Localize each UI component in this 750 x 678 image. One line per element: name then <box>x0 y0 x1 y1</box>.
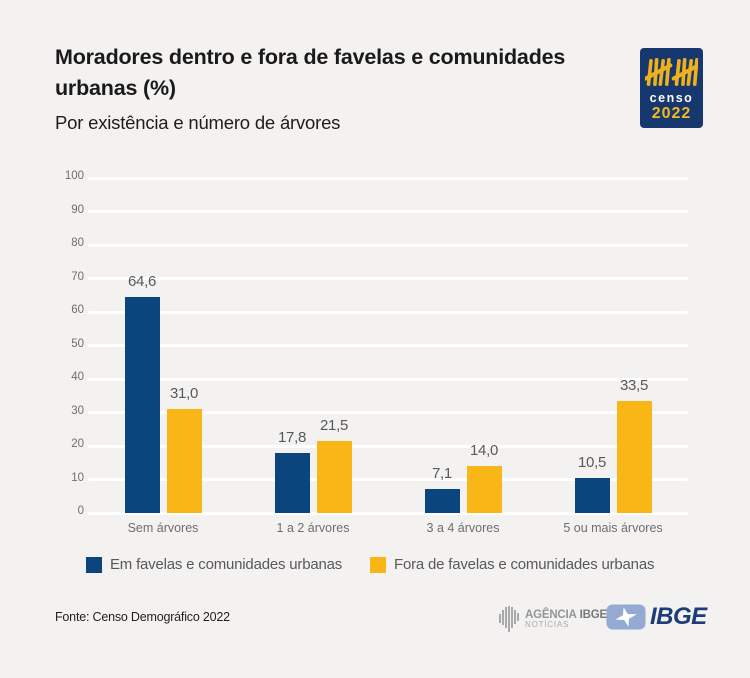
gridline-90 <box>88 210 688 213</box>
gridline-10 <box>88 478 688 481</box>
gridline-50 <box>88 344 688 347</box>
bar-out-0 <box>166 409 202 513</box>
gridline-100 <box>88 176 688 180</box>
gridline-40 <box>88 377 688 381</box>
bar-value-out-3: 33,5 <box>620 376 648 394</box>
page-title: Moradores dentro e fora de favelas e com… <box>55 45 566 100</box>
y-tick-label-60: 60 <box>71 304 84 316</box>
bar-in-2 <box>424 489 460 513</box>
agencia-word: AGÊNCIA <box>525 608 577 621</box>
y-tick-label-40: 40 <box>71 371 84 383</box>
page-subtitle: Por existência e número de árvores <box>55 112 341 133</box>
ibge-compass-star-icon <box>606 604 646 630</box>
tally-marks-icon <box>645 58 698 86</box>
bar-out-2 <box>466 466 502 513</box>
bar-value-in-1: 17,8 <box>278 429 306 447</box>
source-note: Fonte: Censo Demográfico 2022 <box>55 610 230 624</box>
x-category-label-3: 5 ou mais árvores <box>563 521 663 535</box>
noticias-word: NOTÍCIAS <box>525 619 570 629</box>
y-tick-label-0: 0 <box>77 505 84 517</box>
y-tick-label-10: 10 <box>71 471 84 484</box>
bar-in-0 <box>124 296 160 513</box>
gridline-70 <box>88 277 688 280</box>
y-tick-label-70: 70 <box>71 270 84 283</box>
censo-logo-word: censo <box>649 90 694 105</box>
x-category-label-1: 1 a 2 árvores <box>276 521 350 535</box>
legend-item-in-favelas: Em favelas e comunidades urbanas <box>86 556 342 573</box>
agencia-ibge-text: AGÊNCIA IBGE NOTÍCIAS <box>525 609 607 629</box>
bar-out-1 <box>316 440 352 513</box>
gridline-20 <box>88 444 688 448</box>
bar-value-out-1: 21,5 <box>320 416 348 434</box>
agencia-ibge-noticias-logo: AGÊNCIA IBGE NOTÍCIAS <box>499 605 607 633</box>
bar-value-in-3: 10,5 <box>578 453 606 471</box>
bar-value-out-0: 31,0 <box>170 385 198 403</box>
x-category-label-2: 3 a 4 árvores <box>426 521 500 535</box>
brazil-map-bars-icon <box>499 606 519 632</box>
gridline-80 <box>88 243 688 247</box>
legend-swatch-yellow <box>370 556 386 573</box>
gridline-30 <box>88 411 688 414</box>
y-tick-label-80: 80 <box>71 237 84 249</box>
legend-item-out-favelas: Fora de favelas e comunidades urbanas <box>370 556 654 573</box>
bar-in-1 <box>274 453 310 513</box>
y-tick-label-30: 30 <box>71 404 84 417</box>
y-tick-label-100: 100 <box>64 170 84 182</box>
gridline-60 <box>88 310 688 314</box>
censo-logo-year: 2022 <box>651 105 692 123</box>
y-tick-label-20: 20 <box>71 438 84 450</box>
ibge-wordmark: IBGE <box>650 603 707 630</box>
y-tick-label-50: 50 <box>71 337 84 350</box>
gridline-0 <box>88 511 688 515</box>
legend-label: Fora de favelas e comunidades urbanas <box>394 556 655 573</box>
ibge-logo: IBGE <box>606 604 707 630</box>
agencia-ibge-word: IBGE <box>579 608 608 621</box>
legend-label: Em favelas e comunidades urbanas <box>110 556 343 573</box>
x-category-label-0: Sem árvores <box>127 521 199 535</box>
censo-2022-logo: censo 2022 <box>640 48 703 128</box>
bar-value-in-2: 7,1 <box>432 465 452 483</box>
bar-value-in-0: 64,6 <box>128 272 156 290</box>
bar-in-3 <box>574 477 610 513</box>
legend-swatch-blue <box>86 556 102 573</box>
y-tick-label-90: 90 <box>71 203 84 216</box>
bar-out-3 <box>616 400 652 513</box>
bar-value-out-2: 14,0 <box>470 442 498 460</box>
